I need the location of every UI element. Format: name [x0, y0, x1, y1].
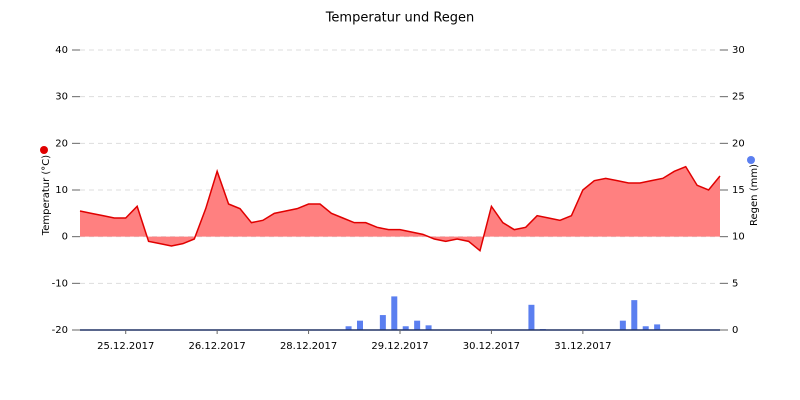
- y-tick-label: -20: [52, 325, 68, 336]
- rain-bar: [414, 320, 421, 330]
- rain-bar: [345, 326, 352, 330]
- y2-tick-label: 5: [732, 278, 738, 289]
- y2-tick-label: 15: [732, 185, 745, 196]
- rain-bar: [631, 300, 638, 330]
- y-tick-label: 10: [55, 185, 68, 196]
- y2-tick-label: 10: [732, 232, 745, 243]
- temperature-area: [80, 166, 720, 251]
- y-tick-label: 30: [55, 92, 68, 103]
- chart-title: Temperatur und Regen: [325, 11, 475, 26]
- x-tick-label: 28.12.2017: [280, 341, 337, 352]
- rain-bar: [379, 315, 386, 330]
- rain-bar: [528, 304, 535, 330]
- rain-bar: [654, 324, 661, 330]
- rain-bar: [619, 320, 626, 330]
- rain-bar: [391, 296, 398, 330]
- y2-axis-label: Regen (mm): [749, 164, 760, 226]
- y2-tick-label: 20: [732, 138, 745, 149]
- y2-tick-label: 0: [732, 325, 738, 336]
- temperature-line: [79, 165, 721, 252]
- y-tick-label: -10: [52, 278, 68, 289]
- y2-tick-label: 30: [732, 45, 745, 56]
- y-axis-label: Temperatur (°C): [41, 155, 52, 236]
- rain-bar: [425, 325, 432, 330]
- x-tick-label: 29.12.2017: [371, 341, 428, 352]
- x-tick-label: 26.12.2017: [189, 341, 246, 352]
- y-legend-dot: [40, 146, 48, 154]
- x-tick-label: 30.12.2017: [463, 341, 520, 352]
- y2-tick-label: 25: [732, 92, 745, 103]
- x-tick-label: 31.12.2017: [554, 341, 611, 352]
- y2-legend-dot: [747, 156, 755, 164]
- rain-bar: [402, 326, 409, 330]
- x-tick-label: 25.12.2017: [97, 341, 154, 352]
- y-tick-label: 20: [55, 138, 68, 149]
- y-tick-label: 40: [55, 45, 68, 56]
- rain-bar: [642, 326, 649, 330]
- y-tick-label: 0: [62, 232, 68, 243]
- rain-bar: [357, 320, 363, 330]
